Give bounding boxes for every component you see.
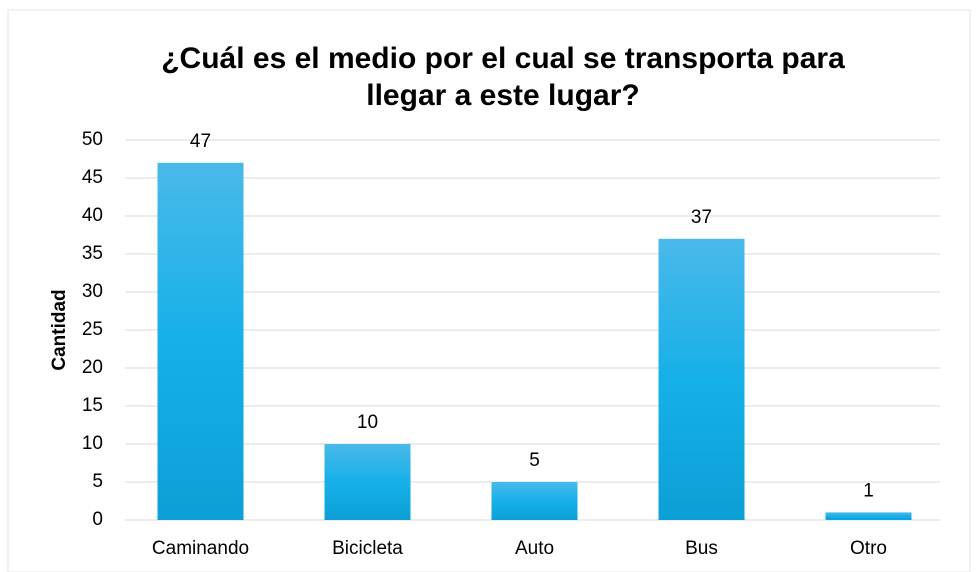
y-tick-label: 45 xyxy=(82,167,103,188)
y-tick-label: 35 xyxy=(82,243,103,264)
data-label: 47 xyxy=(190,131,211,152)
data-label: 10 xyxy=(357,412,378,433)
y-tick-label: 50 xyxy=(82,129,103,150)
y-tick-label: 25 xyxy=(82,319,103,340)
x-tick-label: Bus xyxy=(685,538,718,559)
y-tick-label: 40 xyxy=(82,205,103,226)
bar xyxy=(658,238,745,521)
chart-title: llegar a este lugar? xyxy=(366,79,639,112)
bar xyxy=(491,482,578,520)
data-label: 37 xyxy=(691,207,712,228)
x-tick-label: Caminando xyxy=(152,538,249,559)
bar xyxy=(157,162,244,521)
y-tick-label: 10 xyxy=(82,433,103,454)
y-axis-label: Cantidad xyxy=(49,289,70,370)
y-tick-label: 20 xyxy=(82,357,103,378)
x-tick-label: Bicicleta xyxy=(332,538,403,559)
data-label: 1 xyxy=(863,480,874,501)
y-tick-label: 5 xyxy=(92,471,103,492)
data-label: 5 xyxy=(529,450,540,471)
y-tick-label: 15 xyxy=(82,395,103,416)
chart-title: ¿Cuál es el medio por el cual se transpo… xyxy=(161,42,845,75)
x-tick-label: Auto xyxy=(515,538,554,559)
bar xyxy=(825,512,912,520)
y-tick-label: 0 xyxy=(92,509,103,530)
x-tick-label: Otro xyxy=(850,538,887,559)
y-tick-label: 30 xyxy=(82,281,103,302)
bar xyxy=(324,444,411,520)
